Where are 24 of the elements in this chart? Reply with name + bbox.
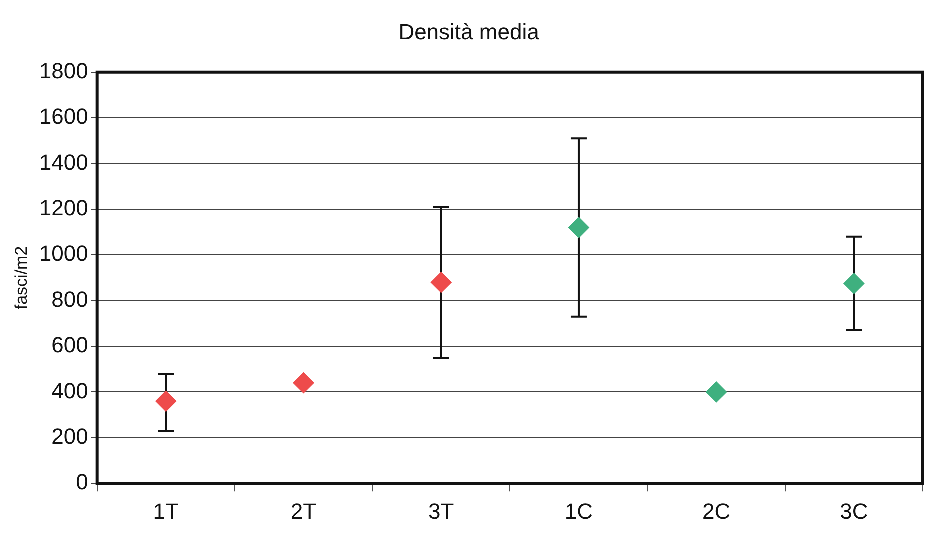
y-tick-label: 1000 [39, 241, 88, 266]
chart-title: Densità media [398, 19, 540, 44]
x-tick-label: 3T [428, 498, 454, 524]
point [706, 382, 728, 403]
y-tick-label: 400 [52, 378, 88, 404]
y-tick-label: 1200 [39, 196, 88, 221]
x-tick-label: 1T [153, 498, 179, 524]
x-tick-label: 2T [290, 498, 317, 524]
y-axis-title: fasci/m2 [12, 246, 31, 310]
x-tick-label: 2C [702, 498, 731, 524]
x-tick-label: 3C [840, 498, 868, 524]
y-tick-label: 1600 [39, 104, 88, 130]
point [293, 372, 314, 394]
point [156, 390, 177, 412]
y-tick-label: 0 [76, 470, 88, 495]
y-tick-label: 600 [52, 332, 88, 358]
y-tick-label: 800 [52, 286, 88, 312]
point [430, 272, 452, 294]
x-tick-label: 1C [564, 498, 594, 524]
y-tick-label: 1400 [39, 150, 88, 175]
point [568, 217, 590, 238]
point [844, 273, 865, 294]
y-tick-label: 1800 [39, 58, 88, 84]
y-tick-label: 200 [52, 424, 88, 449]
